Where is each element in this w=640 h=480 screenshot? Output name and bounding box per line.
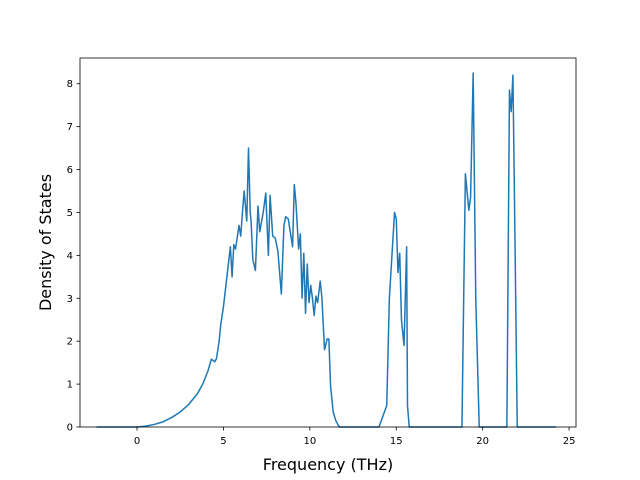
plot-frame — [79, 57, 577, 428]
x-tick-label: 20 — [476, 436, 489, 447]
x-tick-label: 25 — [563, 436, 576, 447]
x-axis-label: Frequency (THz) — [263, 455, 393, 474]
y-tick-label: 6 — [67, 165, 73, 176]
y-tick-label: 8 — [67, 79, 73, 90]
x-tick-label: 0 — [134, 436, 140, 447]
x-tick-label: 15 — [390, 436, 403, 447]
y-tick-label: 2 — [67, 337, 73, 348]
y-tick-label: 1 — [67, 380, 73, 391]
x-tick-label: 5 — [220, 436, 226, 447]
y-tick-label: 4 — [67, 251, 73, 262]
y-tick-label: 7 — [67, 122, 73, 133]
x-tick-label: 10 — [303, 436, 316, 447]
y-tick-label: 3 — [67, 294, 73, 305]
y-tick-label: 0 — [67, 423, 73, 434]
y-tick-label: 5 — [67, 208, 73, 219]
y-axis-label: Density of States — [36, 174, 55, 311]
axis-ticks: 0 5 10 15 20 25 0 1 2 3 4 5 6 7 8 — [67, 79, 576, 447]
